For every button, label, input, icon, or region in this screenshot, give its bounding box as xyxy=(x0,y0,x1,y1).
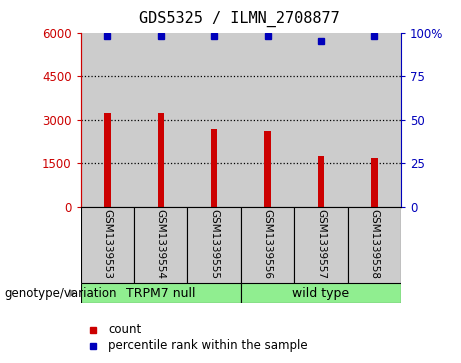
Text: GDS5325 / ILMN_2708877: GDS5325 / ILMN_2708877 xyxy=(139,11,340,27)
Bar xyxy=(81,283,241,303)
Text: GSM1339556: GSM1339556 xyxy=(263,209,272,279)
Bar xyxy=(134,207,188,283)
Text: count: count xyxy=(108,323,141,336)
Text: GSM1339557: GSM1339557 xyxy=(316,209,326,279)
Bar xyxy=(318,156,324,207)
Text: GSM1339558: GSM1339558 xyxy=(369,209,379,279)
Bar xyxy=(188,207,241,283)
Bar xyxy=(211,129,218,207)
Text: percentile rank within the sample: percentile rank within the sample xyxy=(108,339,307,352)
Bar xyxy=(294,207,348,283)
Polygon shape xyxy=(69,289,76,298)
Bar xyxy=(241,207,294,283)
Text: TRPM7 null: TRPM7 null xyxy=(126,287,195,299)
Bar xyxy=(294,33,348,207)
Bar xyxy=(81,33,134,207)
Bar xyxy=(371,158,378,207)
Bar xyxy=(134,33,188,207)
Bar xyxy=(264,131,271,207)
Text: GSM1339554: GSM1339554 xyxy=(156,209,166,279)
Bar xyxy=(81,207,134,283)
Bar xyxy=(104,113,111,207)
Bar xyxy=(241,33,294,207)
Bar xyxy=(158,113,164,207)
Bar xyxy=(348,207,401,283)
Text: genotype/variation: genotype/variation xyxy=(5,287,117,299)
Text: wild type: wild type xyxy=(292,287,349,299)
Bar xyxy=(348,33,401,207)
Text: GSM1339553: GSM1339553 xyxy=(102,209,112,279)
Bar xyxy=(188,33,241,207)
Bar xyxy=(241,283,401,303)
Text: GSM1339555: GSM1339555 xyxy=(209,209,219,279)
